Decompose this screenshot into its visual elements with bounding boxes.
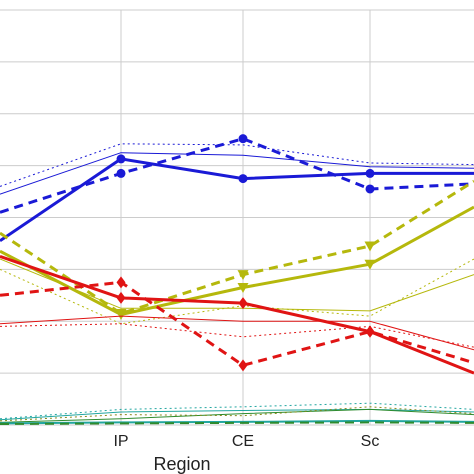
series-line-14	[0, 408, 474, 423]
series-line-11	[0, 323, 474, 348]
data-point	[365, 184, 375, 194]
series-line-12	[0, 408, 474, 421]
data-point	[116, 154, 126, 164]
data-point	[238, 174, 248, 184]
x-tick-label: IP	[113, 433, 128, 450]
data-point	[365, 325, 375, 338]
data-point	[115, 308, 127, 319]
data-point	[237, 283, 249, 294]
data-point	[116, 276, 126, 289]
series-layer	[0, 134, 474, 425]
x-tick-label: CE	[232, 433, 254, 450]
x-tick-labels: IP CE Sc	[113, 433, 379, 450]
data-point	[364, 241, 376, 252]
data-point	[364, 259, 376, 270]
data-point	[365, 168, 375, 178]
series-line-16	[0, 419, 474, 425]
grid-lines	[0, 9, 474, 426]
series-line-13	[0, 402, 474, 420]
series-line-1	[0, 137, 474, 214]
data-point	[238, 297, 248, 310]
x-axis-label: Region	[153, 454, 210, 474]
series-line-0	[0, 157, 474, 243]
series-line-17	[0, 421, 474, 425]
series-line-3	[0, 143, 474, 187]
series-line-9	[0, 280, 474, 367]
series-line-8	[0, 254, 474, 375]
x-tick-label: Sc	[361, 433, 380, 450]
data-point	[237, 270, 249, 281]
data-point	[238, 359, 248, 372]
data-point	[116, 168, 126, 178]
series-line-2	[0, 152, 474, 195]
series-line-15	[0, 406, 474, 422]
series-line-10	[0, 315, 474, 351]
series-line-7	[0, 258, 474, 325]
data-point	[238, 134, 248, 144]
data-point	[116, 291, 126, 304]
